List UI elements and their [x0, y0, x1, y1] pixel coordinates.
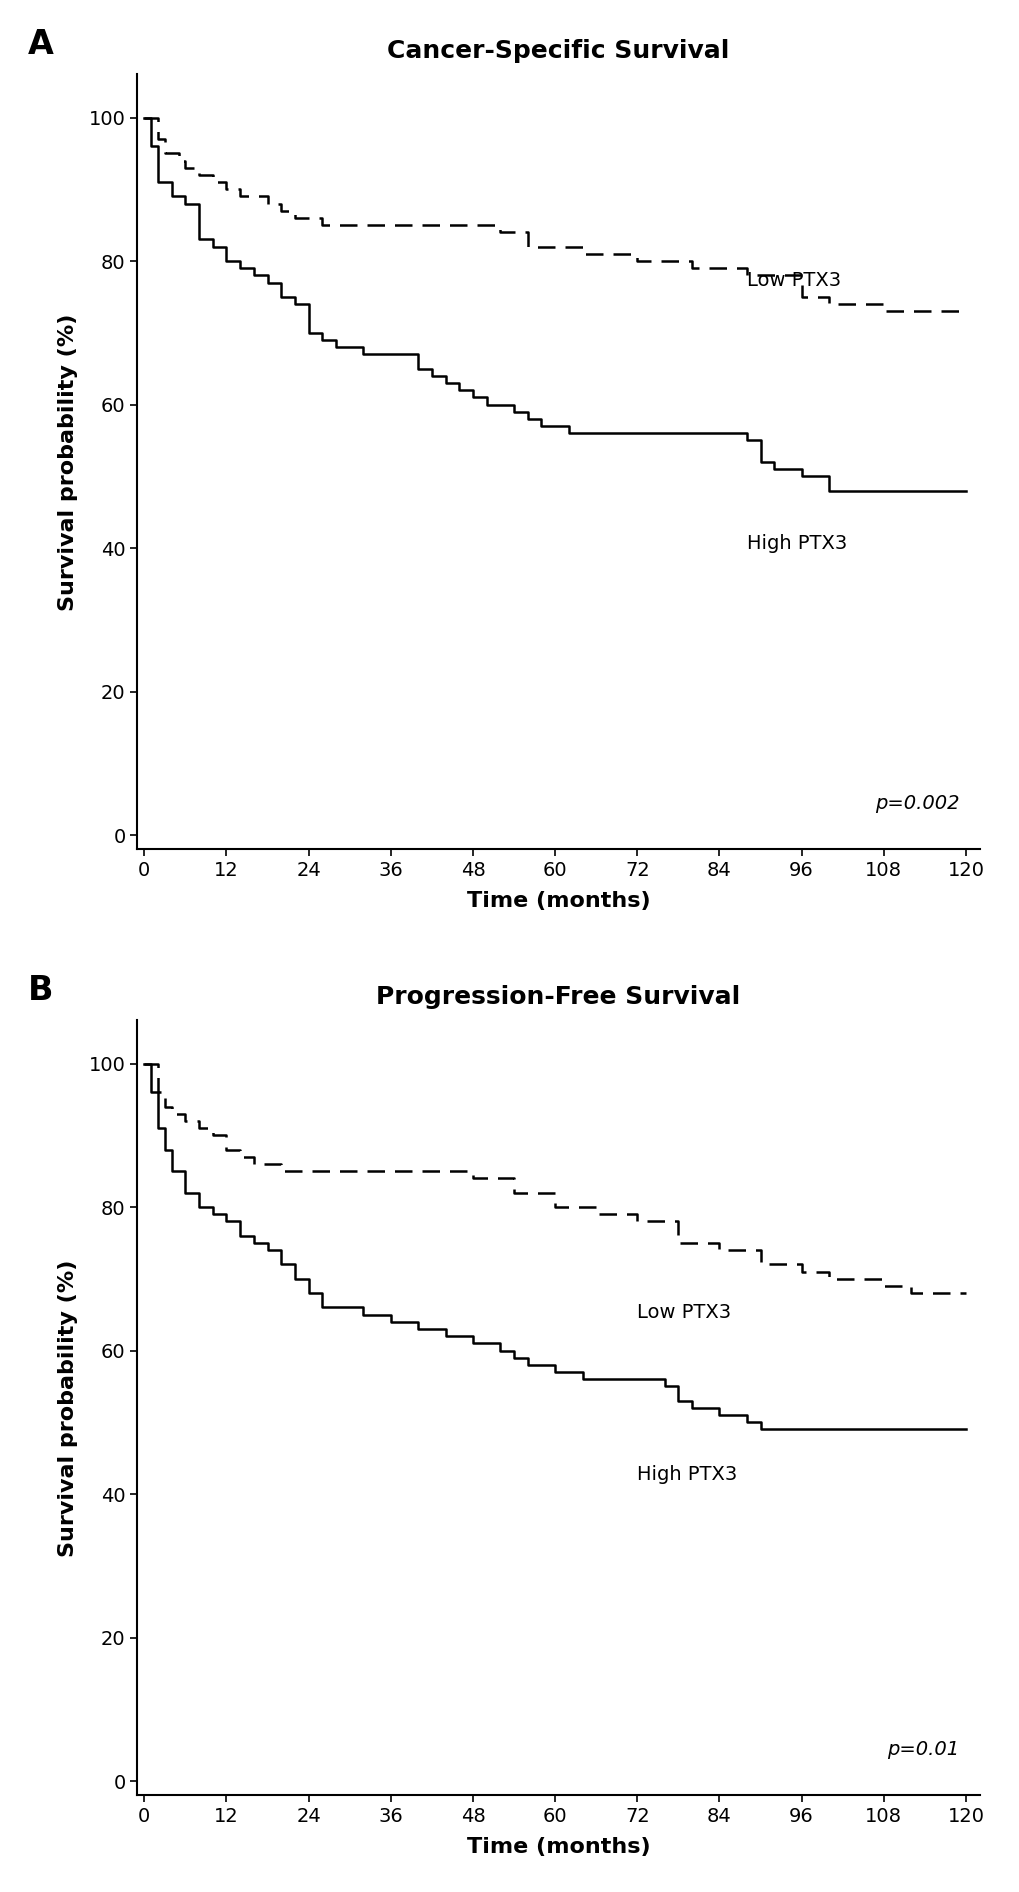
- Text: B: B: [28, 974, 53, 1007]
- X-axis label: Time (months): Time (months): [467, 891, 650, 912]
- Text: High PTX3: High PTX3: [637, 1464, 737, 1485]
- Title: Cancer-Specific Survival: Cancer-Specific Survival: [387, 40, 729, 62]
- Title: Progression-Free Survival: Progression-Free Survival: [376, 986, 740, 1008]
- X-axis label: Time (months): Time (months): [467, 1837, 650, 1858]
- Text: p=0.002: p=0.002: [873, 795, 958, 814]
- Y-axis label: Survival probability (%): Survival probability (%): [58, 1260, 77, 1557]
- Text: p=0.01: p=0.01: [887, 1741, 958, 1760]
- Y-axis label: Survival probability (%): Survival probability (%): [58, 314, 77, 611]
- Text: Low PTX3: Low PTX3: [746, 271, 840, 289]
- Text: A: A: [28, 28, 54, 61]
- Text: Low PTX3: Low PTX3: [637, 1304, 731, 1323]
- Text: High PTX3: High PTX3: [746, 534, 846, 552]
